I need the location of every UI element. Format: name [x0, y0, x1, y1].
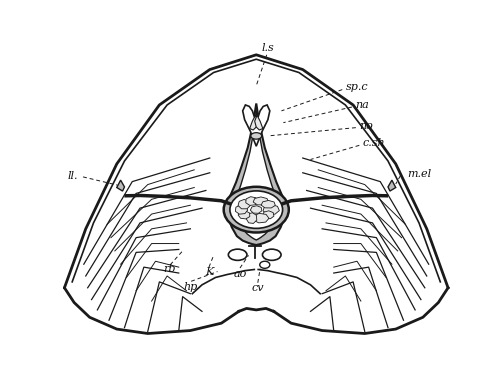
Text: c.sh: c.sh [363, 138, 386, 148]
Ellipse shape [260, 261, 270, 268]
Polygon shape [253, 197, 268, 205]
Text: hp: hp [183, 282, 198, 292]
Text: no: no [359, 121, 373, 131]
Polygon shape [242, 105, 270, 146]
Text: na: na [355, 100, 369, 110]
Text: ll.: ll. [68, 171, 78, 181]
Text: ao: ao [234, 268, 247, 278]
Text: sp.c: sp.c [346, 82, 368, 92]
Polygon shape [233, 111, 280, 240]
Polygon shape [250, 115, 258, 130]
Polygon shape [238, 200, 250, 209]
Text: l.s: l.s [262, 43, 274, 53]
Polygon shape [262, 211, 274, 219]
Polygon shape [246, 213, 257, 223]
Polygon shape [254, 115, 263, 130]
Polygon shape [236, 205, 248, 214]
Polygon shape [238, 211, 250, 219]
Polygon shape [261, 200, 276, 208]
Polygon shape [263, 205, 280, 214]
Ellipse shape [224, 187, 289, 232]
Polygon shape [225, 103, 287, 245]
Ellipse shape [251, 133, 262, 139]
Polygon shape [250, 206, 262, 213]
Ellipse shape [228, 249, 247, 260]
Text: K: K [206, 267, 214, 277]
Polygon shape [254, 213, 269, 223]
Polygon shape [388, 180, 396, 191]
Text: m.el: m.el [408, 169, 432, 179]
Ellipse shape [230, 191, 282, 228]
Polygon shape [117, 180, 124, 191]
Polygon shape [246, 197, 258, 205]
Ellipse shape [262, 249, 281, 260]
Text: rb: rb [163, 264, 175, 274]
Text: cv: cv [252, 283, 264, 293]
